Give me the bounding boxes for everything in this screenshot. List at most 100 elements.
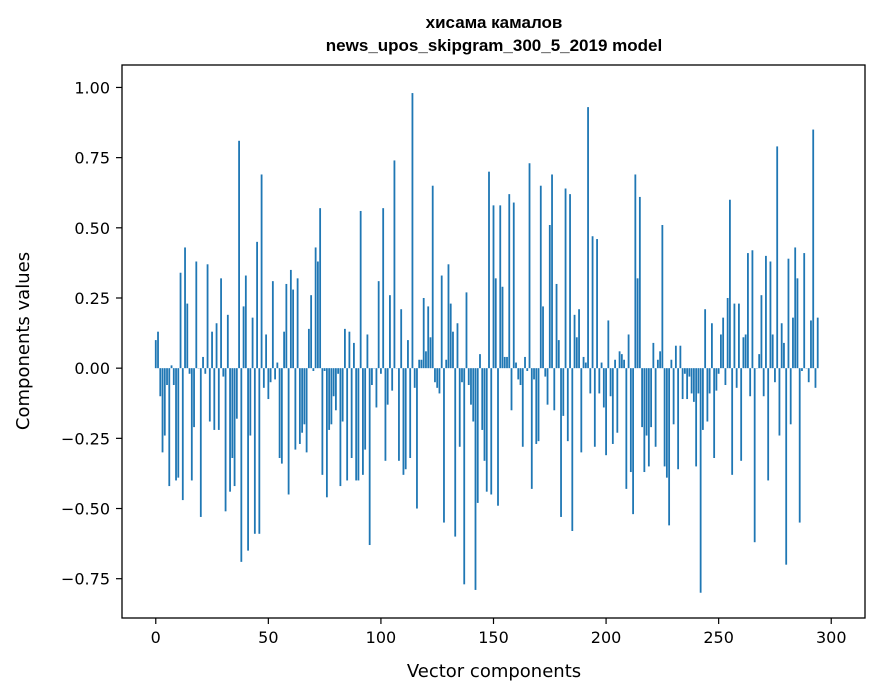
bar (204, 368, 207, 374)
bar (616, 368, 619, 433)
bar (400, 309, 403, 369)
bar (296, 278, 299, 369)
bar (776, 146, 779, 369)
bar (339, 368, 342, 487)
bar (645, 368, 648, 436)
bar (517, 368, 520, 380)
chart-title: хисама камалов (426, 13, 563, 32)
bar (323, 368, 326, 371)
bar (224, 368, 227, 512)
bar (355, 368, 358, 481)
x-tick-label: 100 (366, 628, 397, 647)
bar (438, 368, 441, 394)
bar (607, 320, 610, 369)
y-tick-label: 1.00 (74, 78, 110, 97)
bar (596, 239, 598, 369)
bar (573, 314, 576, 369)
bar (479, 354, 481, 369)
bar (193, 368, 195, 428)
bar (305, 368, 308, 453)
bar (812, 129, 815, 369)
bar (184, 247, 186, 369)
bar (215, 323, 218, 369)
bar (485, 368, 488, 492)
bar (807, 368, 810, 383)
bar (346, 368, 349, 481)
bar (794, 247, 797, 369)
bar (294, 368, 297, 450)
bar (742, 337, 745, 369)
bar (172, 368, 175, 386)
bar (796, 278, 799, 369)
bar (618, 351, 621, 369)
bar (422, 297, 425, 369)
bar (713, 368, 716, 458)
bar (175, 368, 177, 481)
bar (724, 368, 727, 386)
bar (267, 368, 270, 400)
bar (629, 368, 632, 473)
bar (481, 368, 484, 430)
bar (638, 196, 641, 369)
bar (537, 368, 540, 442)
y-tick-label: 0.50 (74, 219, 110, 238)
bar (769, 261, 772, 369)
bar (465, 292, 468, 369)
bar (334, 368, 337, 411)
bar (611, 368, 614, 444)
bar (454, 368, 457, 537)
bar (677, 368, 680, 470)
bar (253, 368, 256, 534)
bar (409, 368, 412, 458)
bar (440, 275, 443, 369)
bar (341, 368, 344, 422)
bar (765, 255, 767, 369)
bar (717, 368, 720, 374)
bar (332, 368, 335, 397)
bar (402, 368, 405, 475)
bar (384, 368, 387, 461)
bar (674, 345, 677, 369)
bar (474, 368, 477, 590)
bar (488, 171, 490, 369)
bar (262, 368, 265, 388)
bar (587, 107, 589, 369)
bar (494, 278, 497, 369)
bar (729, 199, 731, 369)
bar (553, 368, 556, 411)
bar (665, 368, 668, 478)
y-tick-label: 0.25 (74, 289, 110, 308)
bar (312, 368, 315, 371)
bar (258, 368, 261, 534)
bar (760, 295, 763, 369)
bar (699, 368, 702, 593)
bar (217, 368, 220, 430)
bar (447, 264, 450, 369)
bar (431, 185, 434, 369)
bar (265, 334, 267, 369)
bar (238, 140, 240, 369)
bar (589, 368, 592, 394)
bar (357, 368, 360, 481)
bar (548, 225, 551, 369)
bar (627, 334, 630, 369)
bar (280, 368, 283, 464)
bar (269, 368, 272, 383)
bar (521, 368, 524, 447)
bar (641, 368, 643, 428)
bar (564, 188, 567, 369)
bar (792, 317, 794, 369)
bar (711, 323, 713, 369)
bar (591, 236, 594, 369)
bar (359, 210, 362, 369)
bar (499, 205, 502, 369)
bar (195, 261, 198, 369)
bar (199, 368, 202, 517)
bar (758, 354, 761, 369)
bar (163, 368, 166, 436)
bar (810, 320, 812, 369)
bar (688, 368, 691, 377)
bar (470, 368, 472, 405)
bar (600, 362, 603, 369)
bar (461, 368, 463, 383)
